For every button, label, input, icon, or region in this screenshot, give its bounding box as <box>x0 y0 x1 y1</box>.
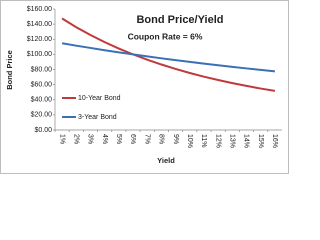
y-axis-label: Bond Price <box>5 50 14 90</box>
x-tick-label: 16% <box>271 134 278 148</box>
legend-label: 3-Year Bond <box>78 114 117 121</box>
series-line <box>61 17 276 92</box>
x-tick-label: 11% <box>200 134 207 148</box>
legend-label: 10-Year Bond <box>78 95 121 102</box>
y-tick-label: $40.00 <box>31 97 53 104</box>
x-tick-label: 6% <box>129 134 136 144</box>
x-tick-label: 8% <box>158 134 165 144</box>
chart-border <box>0 0 289 174</box>
y-tick-label: $160.00 <box>27 6 52 13</box>
chart-subtitle: Coupon Rate = 6% <box>128 31 203 41</box>
x-tick-label: 7% <box>143 134 150 144</box>
page: {"chart_data": {"type": "line", "title":… <box>0 0 289 174</box>
x-tick-label: 15% <box>257 134 264 148</box>
series-line <box>61 42 276 73</box>
y-tick-label: $140.00 <box>27 21 52 28</box>
x-tick-label: 14% <box>243 134 250 148</box>
x-tick-label: 5% <box>115 134 122 144</box>
x-tick-label: 13% <box>229 134 236 148</box>
y-tick-label: $80.00 <box>31 66 53 73</box>
y-tick-label: $100.00 <box>27 51 52 58</box>
x-tick-label: 2% <box>72 134 79 144</box>
y-tick-label: $60.00 <box>31 81 53 88</box>
x-tick-label: 10% <box>186 134 193 148</box>
x-tick-label: 12% <box>214 134 221 148</box>
x-tick-label: 9% <box>172 134 179 144</box>
x-tick-label: 3% <box>87 134 94 144</box>
x-axis-label: Yield <box>157 156 175 165</box>
y-tick-label: $20.00 <box>31 112 53 119</box>
x-tick-label: 4% <box>101 134 108 144</box>
chart-title: Bond Price/Yield <box>136 14 223 26</box>
y-tick-label: $120.00 <box>27 36 52 43</box>
x-tick-label: 1% <box>58 134 65 144</box>
y-tick-label: $0.00 <box>34 127 52 134</box>
chart: Bond Price/Yield Coupon Rate = 6% Yield … <box>0 0 289 174</box>
